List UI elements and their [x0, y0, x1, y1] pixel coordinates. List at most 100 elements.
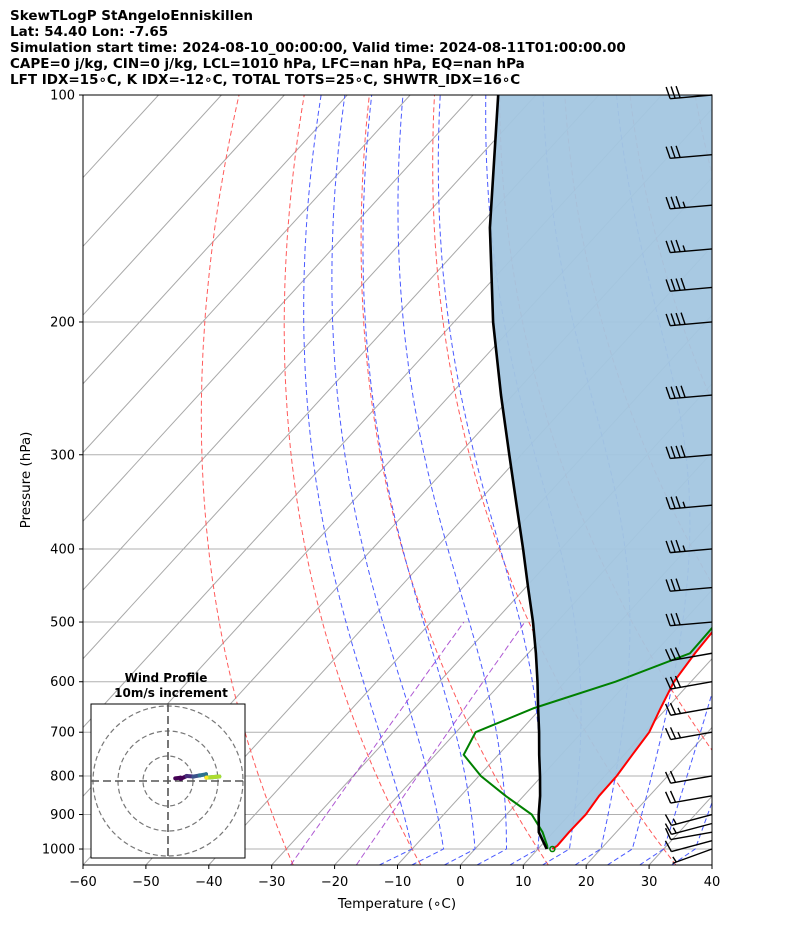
wind-barb — [665, 85, 713, 100]
y-tick-label: 600 — [50, 675, 75, 690]
barb-half-flag — [682, 245, 686, 252]
wind-barb — [664, 647, 713, 662]
barb-staff — [670, 204, 713, 210]
x-axis-label: Temperature (∘C) — [337, 896, 456, 912]
barb-flag — [675, 85, 681, 99]
barb-flag — [670, 613, 676, 626]
barb-staff — [671, 813, 713, 827]
barb-flag — [669, 648, 677, 660]
barb-half-flag — [682, 501, 686, 508]
isotherm-line — [145, 245, 712, 865]
barb-half-flag — [672, 818, 677, 825]
indices-line: LFT IDX=15∘C, K IDX=-12∘C, TOTAL TOTS=25… — [10, 72, 521, 88]
barb-flag — [675, 196, 681, 209]
barb-staff — [670, 454, 713, 460]
barb-flag — [670, 496, 676, 509]
barb-flag — [664, 840, 673, 852]
barb-flag — [669, 676, 677, 689]
barb-flag — [670, 540, 676, 553]
barb-flag — [664, 727, 672, 740]
wind-barb — [665, 385, 713, 400]
barb-flag — [665, 540, 671, 553]
barb-flag — [675, 278, 681, 291]
barb-staff — [670, 321, 713, 327]
wind-barb — [665, 612, 713, 627]
wind-barb — [664, 675, 713, 690]
barb-staff — [670, 586, 713, 592]
dry-adiabat-line — [360, 95, 549, 865]
barb-staff — [670, 248, 713, 254]
isotherm-line — [83, 95, 285, 316]
barb-staff — [670, 707, 713, 716]
x-tick-label: 0 — [456, 875, 464, 890]
y-tick-label: 800 — [50, 769, 75, 784]
y-tick-label: 1000 — [42, 843, 75, 858]
x-tick-label: −20 — [321, 875, 348, 890]
wind-barb — [665, 578, 713, 592]
barb-flag — [680, 385, 686, 398]
barb-staff — [671, 822, 713, 836]
cape-area — [489, 95, 712, 849]
inset-subtitle: 10m/s increment — [114, 686, 228, 700]
wind-barb — [665, 445, 713, 460]
barb-flag — [665, 146, 671, 159]
moist-adiabat-line — [397, 95, 507, 865]
barb-staff — [670, 504, 713, 510]
barb-flag — [664, 648, 672, 661]
wind-barb — [665, 277, 713, 292]
x-tick-label: −40 — [195, 875, 222, 890]
x-tick-label: 40 — [704, 875, 721, 890]
barb-flag — [665, 279, 671, 292]
wind-barb — [664, 727, 713, 741]
wind-barb — [664, 790, 713, 804]
barb-flag — [665, 313, 671, 326]
wind-barb — [665, 196, 713, 210]
x-tick-label: −60 — [69, 875, 96, 890]
barb-flag — [665, 613, 671, 626]
isotherm-line — [397, 520, 712, 865]
barb-flag — [674, 647, 682, 660]
barb-flag — [669, 727, 677, 739]
location-line: Lat: 54.40 Lon: -7.65 — [10, 24, 169, 40]
y-tick-label: 700 — [50, 726, 75, 741]
barb-flag — [664, 703, 672, 716]
barb-flag — [670, 278, 676, 291]
barb-flag — [670, 578, 676, 591]
barb-flag — [675, 445, 681, 458]
barb-half-flag — [682, 201, 686, 208]
barb-staff — [670, 731, 713, 741]
barb-flag — [665, 579, 671, 592]
barb-flag — [664, 827, 672, 840]
barb-flag — [670, 146, 676, 159]
inset-title: Wind Profile — [125, 671, 208, 685]
surface-point — [549, 845, 556, 853]
barb-flag — [670, 240, 676, 253]
isotherm-line — [83, 95, 474, 523]
barb-flag — [670, 86, 676, 99]
wind-barb — [664, 702, 713, 716]
x-tick-label: 10 — [515, 875, 532, 890]
dry-adiabat-line — [760, 95, 794, 865]
barb-flag — [675, 578, 681, 591]
moist-adiabat-line — [303, 95, 413, 865]
barb-flag — [665, 446, 671, 459]
chart-header: SkewTLogP StAngeloEnniskillen Lat: 54.40… — [10, 8, 626, 88]
isotherm-line — [83, 95, 222, 248]
barb-flag — [669, 702, 677, 715]
barb-flag — [665, 496, 671, 510]
barb-staff — [670, 154, 713, 160]
barb-staff — [670, 94, 713, 100]
wind-barb — [665, 496, 713, 510]
barb-staff — [671, 840, 713, 853]
cape-line: CAPE=0 j/kg, CIN=0 j/kg, LCL=1010 hPa, L… — [10, 56, 525, 72]
x-tick-label: 30 — [641, 875, 658, 890]
dry-adiabat-line — [200, 95, 294, 865]
isotherm-line — [711, 864, 712, 865]
barb-flag — [664, 771, 672, 784]
barb-flag — [675, 145, 681, 158]
barb-flag — [675, 312, 681, 326]
barb-half-flag — [682, 545, 686, 552]
barb-flag — [680, 277, 686, 291]
isotherm-line — [83, 95, 411, 454]
